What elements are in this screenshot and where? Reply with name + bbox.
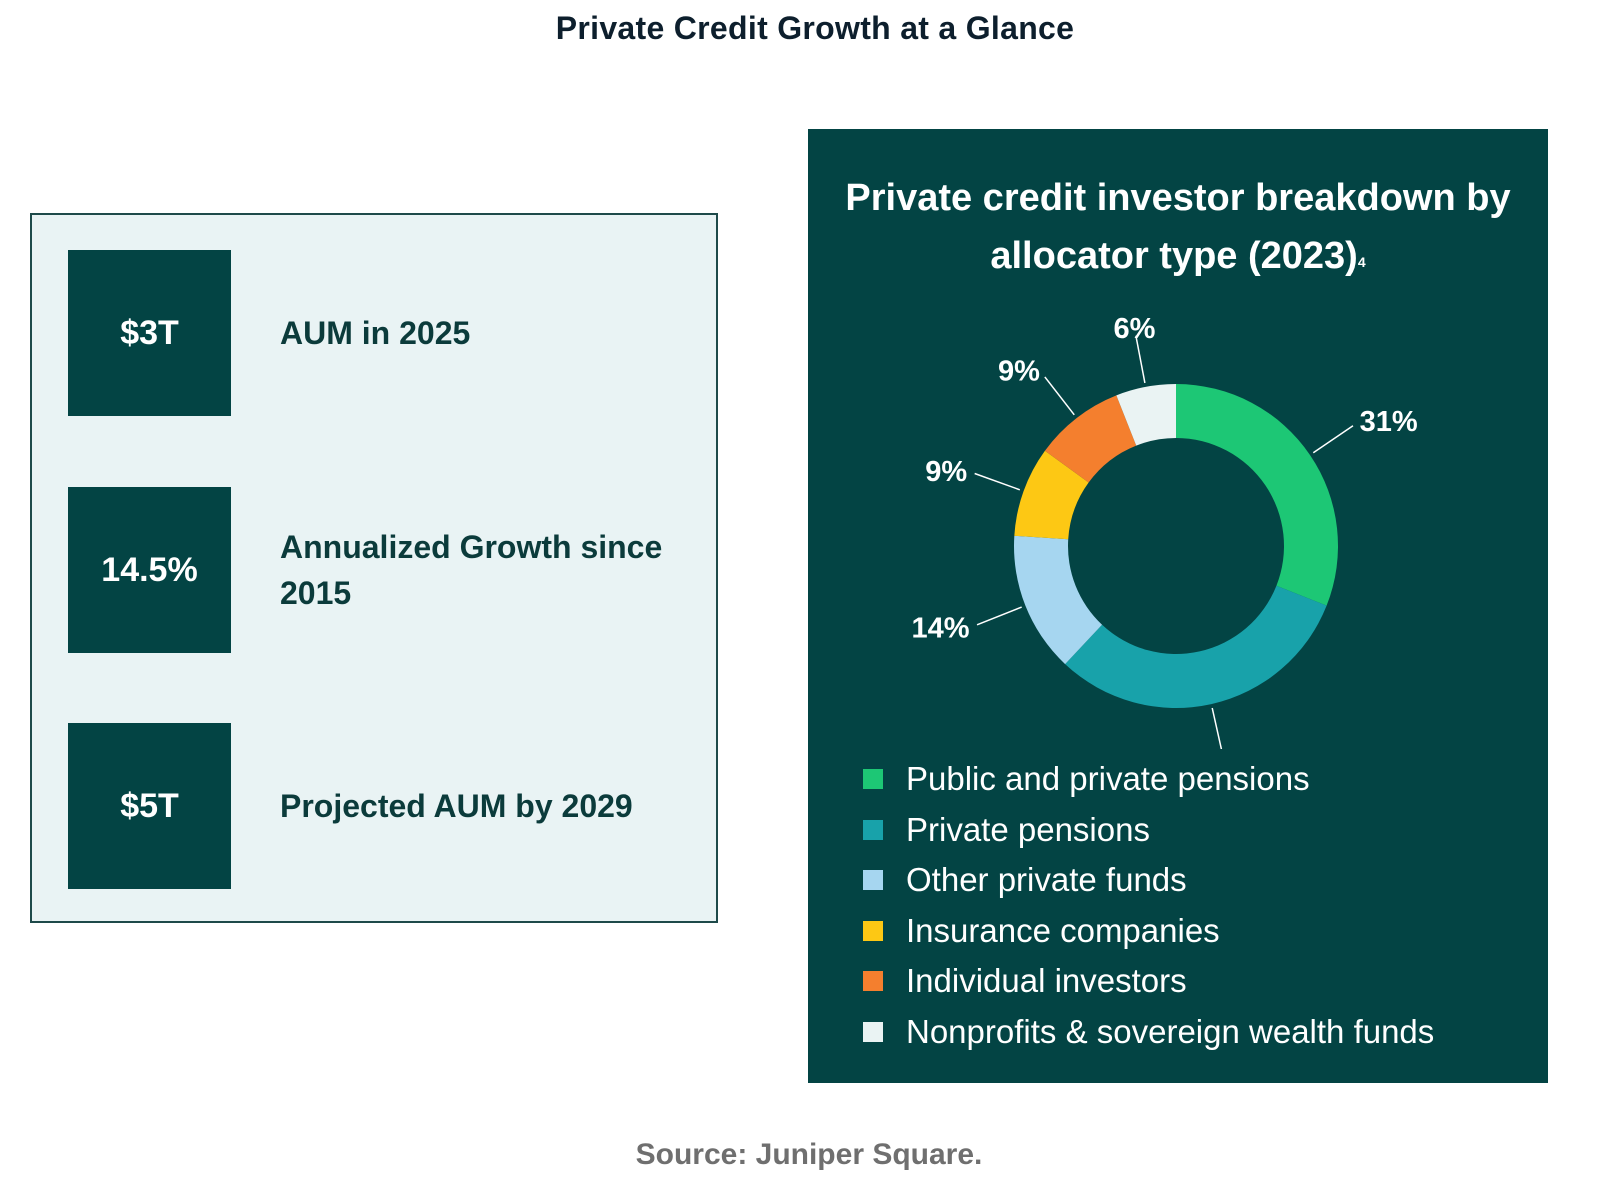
chart-title-footnote: 4 [1357, 254, 1366, 270]
source-note: Source: Juniper Square. [635, 1138, 983, 1171]
data-label-nonprofits-sovereign: 6% [1113, 313, 1155, 345]
label-leader-line [1211, 707, 1223, 749]
data-label-other-private-funds: 14% [912, 613, 970, 645]
stat-value: 14.5% [68, 487, 231, 653]
donut-chart: 31% 31% 14% 9% 9% 6% [912, 313, 1418, 749]
legend-swatch [863, 920, 883, 941]
chart-panel: Private credit investor breakdown by all… [808, 129, 1548, 1083]
stat-row-annualized-growth: 14.5% Annualized Growth since 2015 [68, 487, 708, 653]
legend-label: Private pensions [906, 810, 1150, 848]
legend-label: Insurance companies [906, 911, 1220, 949]
label-leader-line [1312, 425, 1354, 454]
data-label-individual-investors: 9% [998, 356, 1040, 388]
stat-value: $3T [68, 250, 231, 416]
legend-swatch [863, 819, 883, 840]
data-label-public-private-pensions: 31% [1360, 406, 1418, 438]
donut-slice-public-private-pensions [1176, 384, 1338, 606]
stat-row-projected-aum: $5T Projected AUM by 2029 [68, 723, 708, 889]
legend-swatch [863, 971, 883, 992]
legend-swatch [863, 769, 883, 790]
legend-item-individual-investors: Individual investors [863, 956, 1533, 1007]
label-leader-line [1135, 335, 1146, 384]
chart-title: Private credit investor breakdown by all… [808, 169, 1548, 285]
legend-label: Public and private pensions [906, 760, 1310, 798]
stat-label: Annualized Growth since 2015 [280, 529, 663, 611]
legend-item-private-pensions: Private pensions [863, 805, 1533, 856]
legend-item-insurance-companies: Insurance companies [863, 906, 1533, 957]
data-label-private-pensions: 31% [1195, 748, 1253, 749]
label-leader-line [976, 606, 1022, 626]
stats-panel: $3T AUM in 2025 14.5% Annualized Growth … [30, 213, 718, 923]
label-leader-line [974, 472, 1021, 491]
donut-slice-insurance-companies [1014, 450, 1089, 540]
legend-label: Other private funds [906, 861, 1187, 899]
stat-row-aum-2025: $3T AUM in 2025 [68, 250, 708, 416]
chart-title-text: Private credit investor breakdown by all… [845, 177, 1511, 277]
chart-legend: Public and private pensions Private pensi… [863, 754, 1533, 1057]
donut-slice-other-private-funds [1014, 535, 1103, 665]
legend-swatch [863, 870, 883, 891]
legend-label: Individual investors [906, 962, 1187, 1000]
donut-slice-nonprofits-sovereign [1116, 384, 1176, 446]
legend-item-nonprofits-sovereign: Nonprofits & sovereign wealth funds [863, 1007, 1533, 1058]
donut-slice-private-pensions [1065, 585, 1327, 708]
donut-slice-individual-investors [1044, 395, 1137, 483]
label-leader-line [1044, 376, 1075, 416]
stat-label: Projected AUM by 2029 [280, 788, 633, 824]
data-label-insurance-companies: 9% [925, 456, 967, 488]
legend-swatch [863, 1021, 883, 1042]
legend-label: Nonprofits & sovereign wealth funds [906, 1012, 1435, 1050]
legend-item-public-private-pensions: Public and private pensions [863, 754, 1533, 805]
stat-label: AUM in 2025 [280, 315, 471, 351]
page-title: Private Credit Growth at a Glance [555, 10, 1075, 46]
stat-value: $5T [68, 723, 231, 889]
legend-item-other-private-funds: Other private funds [863, 855, 1533, 906]
